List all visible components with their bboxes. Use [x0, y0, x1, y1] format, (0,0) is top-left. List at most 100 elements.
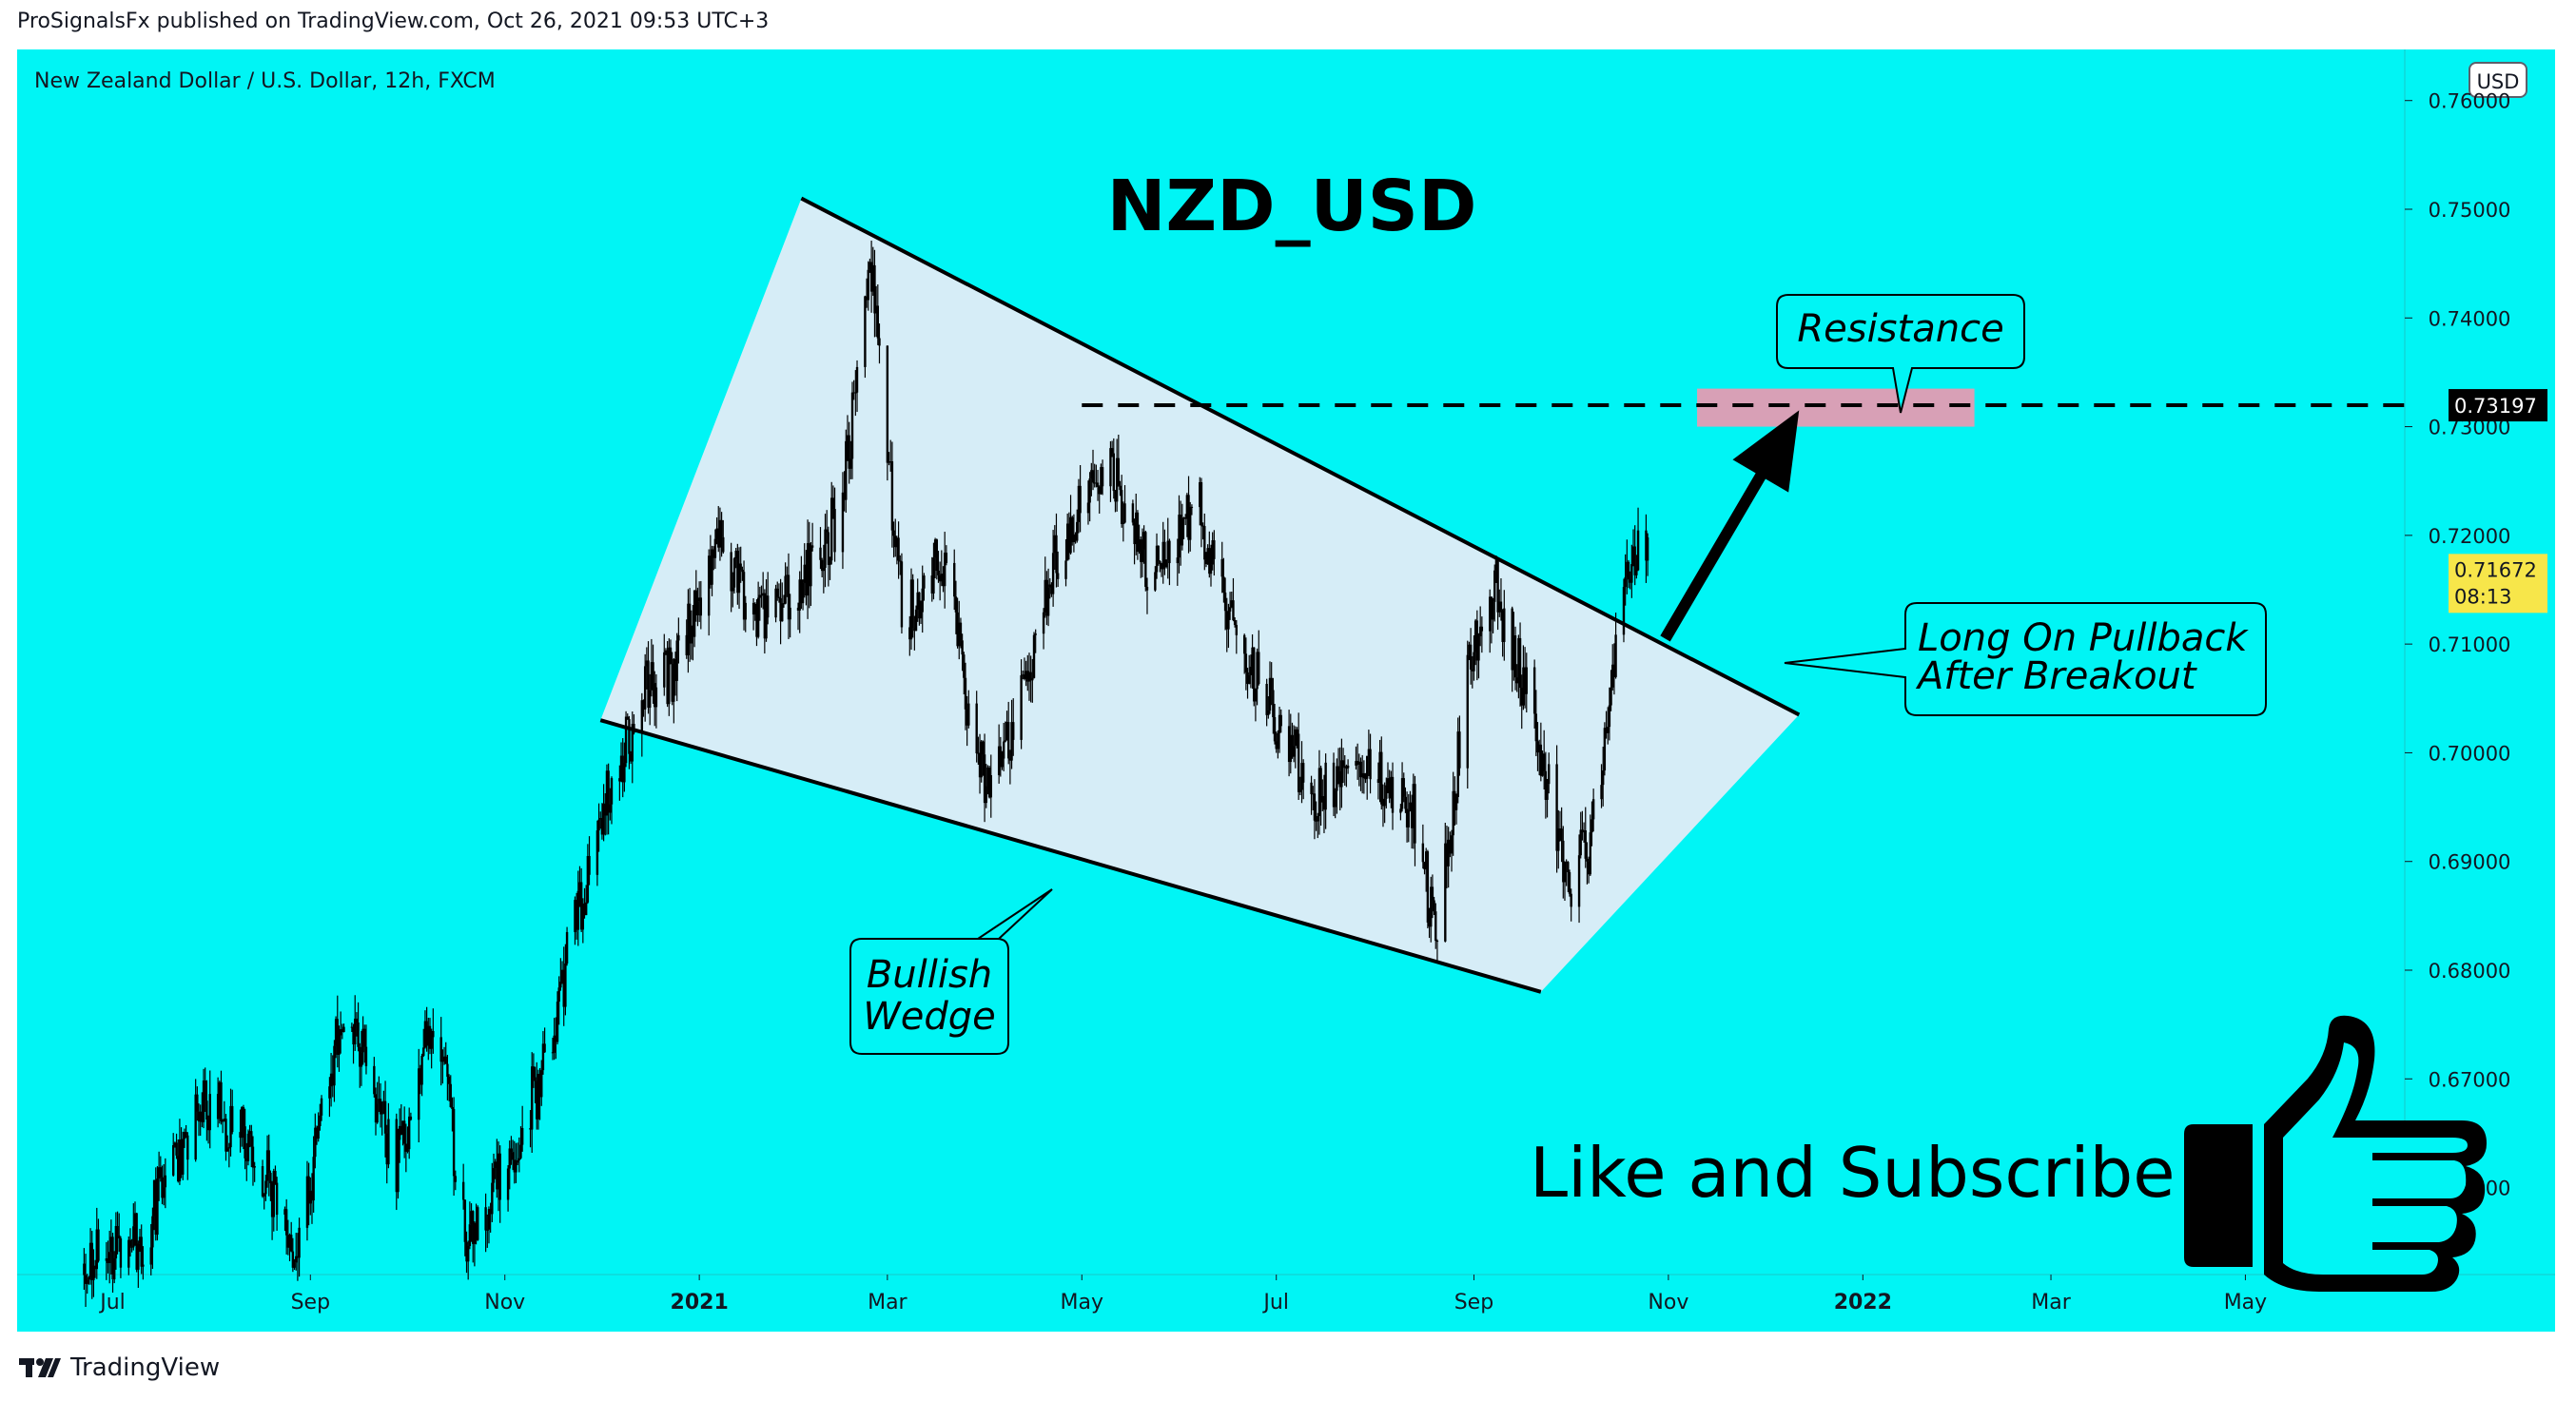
candle	[472, 1210, 475, 1263]
candle	[786, 566, 789, 597]
candle	[1096, 469, 1100, 501]
candle	[1046, 568, 1050, 627]
candle	[1536, 722, 1539, 771]
candle	[1233, 617, 1237, 628]
candle	[1515, 664, 1518, 692]
candle	[583, 887, 586, 919]
candle	[1410, 794, 1414, 849]
candle	[621, 738, 624, 798]
candle	[1251, 633, 1254, 690]
candle	[1227, 603, 1230, 649]
candle	[494, 1159, 497, 1179]
candle	[964, 662, 967, 730]
candle	[446, 1054, 449, 1100]
candle	[420, 1053, 423, 1097]
candle	[556, 991, 559, 1045]
candle	[164, 1158, 167, 1209]
candle	[1181, 503, 1184, 551]
candle	[938, 561, 942, 601]
candle	[1563, 861, 1567, 902]
candle	[581, 898, 585, 944]
candle	[975, 691, 978, 763]
candle	[776, 581, 779, 601]
candle	[1364, 772, 1367, 784]
currency-button[interactable]	[2469, 62, 2527, 98]
candle	[1512, 612, 1515, 681]
candle	[83, 1248, 86, 1291]
candle	[201, 1092, 204, 1128]
candle	[1026, 654, 1029, 691]
candle	[1492, 597, 1494, 633]
candle	[739, 546, 742, 583]
wedge-upper-trendline[interactable]	[800, 196, 1801, 717]
time-axis[interactable]: Jul Sep Nov 2021 Mar May Jul Sep Nov 2022 Mar May	[98, 1275, 2267, 1314]
candle	[652, 644, 654, 704]
candle	[418, 1048, 420, 1142]
candle	[1357, 753, 1361, 787]
candle	[1072, 514, 1076, 553]
candle	[1164, 559, 1168, 569]
candle	[1587, 856, 1590, 884]
candle	[1242, 633, 1246, 674]
candle	[1199, 477, 1201, 526]
candle	[284, 1198, 288, 1255]
candle	[982, 740, 985, 776]
candle	[1300, 741, 1303, 804]
candle	[677, 617, 680, 664]
candle	[1402, 772, 1405, 803]
candle	[923, 573, 926, 601]
chart-svg[interactable]: New Zealand Dollar / U.S. Dollar, 12h, F…	[17, 49, 2555, 1332]
tradingview-footer[interactable]: TradingView	[19, 1353, 220, 1383]
candle	[732, 556, 736, 594]
candle	[805, 550, 808, 606]
candle	[336, 995, 339, 1068]
candle	[555, 1017, 557, 1060]
candle	[432, 1008, 435, 1054]
chart-area[interactable]: New Zealand Dollar / U.S. Dollar, 12h, F…	[17, 49, 2555, 1332]
candle	[919, 600, 923, 625]
candle	[1582, 822, 1586, 843]
candle	[1399, 804, 1402, 821]
candle	[983, 733, 986, 823]
candle	[1452, 771, 1454, 856]
candle	[498, 1145, 501, 1223]
candle	[113, 1251, 116, 1284]
candle	[623, 742, 626, 792]
candle	[451, 1097, 454, 1132]
currency-label[interactable]: USD	[2477, 70, 2520, 93]
candle	[1190, 504, 1194, 516]
candle	[178, 1119, 182, 1185]
candle	[409, 1112, 413, 1121]
candle	[135, 1212, 138, 1273]
candle	[118, 1213, 121, 1253]
candle	[248, 1124, 251, 1148]
candle	[516, 1142, 519, 1165]
candle	[1142, 525, 1145, 564]
candle	[486, 1214, 489, 1248]
candle	[895, 535, 899, 565]
candle	[1390, 770, 1393, 808]
candle	[873, 249, 876, 338]
candle	[961, 633, 964, 672]
candle	[605, 764, 609, 835]
candle	[774, 584, 777, 623]
candle	[175, 1133, 178, 1159]
candle	[221, 1119, 224, 1134]
candle	[1275, 731, 1278, 753]
candle	[1235, 619, 1239, 654]
candle	[376, 1081, 379, 1124]
candle	[1045, 571, 1048, 626]
wedge-area	[600, 198, 1800, 992]
candle	[604, 792, 607, 836]
candle	[1005, 711, 1008, 741]
candle	[886, 345, 889, 481]
candle	[1321, 779, 1324, 811]
bullish-wedge-text-line2: Wedge	[863, 995, 996, 1039]
candle	[468, 1201, 472, 1250]
candle	[1537, 739, 1541, 776]
candle	[1270, 662, 1273, 706]
candle	[1133, 518, 1136, 565]
wedge-lower-trendline[interactable]	[599, 718, 1542, 994]
candle	[264, 1175, 267, 1201]
candle	[379, 1082, 382, 1128]
